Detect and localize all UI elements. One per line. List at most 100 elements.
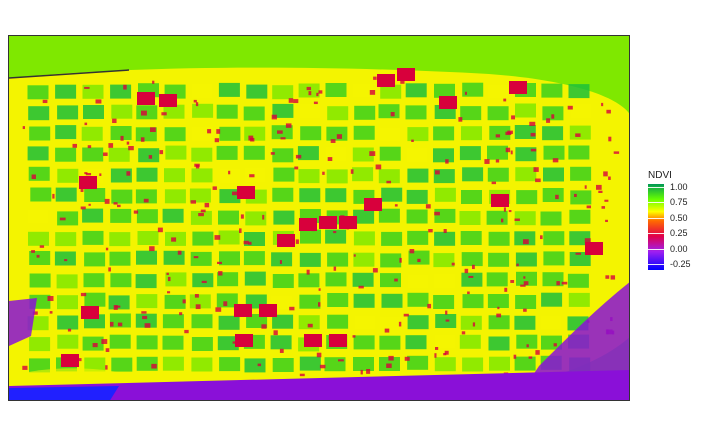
stress-speck (77, 358, 82, 362)
field-plot (352, 83, 374, 98)
field-plot (191, 357, 213, 372)
stress-speck (596, 184, 602, 190)
field-plot (162, 356, 184, 371)
stress-speck (289, 306, 295, 311)
stress-speck (458, 117, 463, 122)
field-plot (108, 147, 130, 162)
stress-speck (306, 269, 310, 275)
field-plot (216, 104, 238, 119)
stress-speck (535, 178, 541, 183)
stress-speck (308, 91, 312, 96)
field-plot (353, 293, 375, 308)
field-plot (353, 335, 375, 350)
field-plot (55, 232, 77, 247)
stressed-plot (159, 94, 177, 107)
field-plot (298, 315, 320, 330)
stress-speck (386, 180, 392, 184)
field-plot (540, 315, 562, 330)
stress-speck (142, 315, 148, 320)
field-plot (272, 274, 294, 288)
field-plot (434, 357, 456, 372)
stress-speck (242, 188, 249, 194)
field-plot (219, 251, 240, 266)
stress-speck (182, 299, 186, 304)
field-plot (111, 104, 133, 119)
stress-speck (133, 210, 139, 214)
stress-speck (194, 294, 199, 298)
stress-speck (223, 301, 228, 307)
field-plot (407, 292, 429, 307)
stress-speck (215, 307, 222, 312)
field-plot (407, 274, 429, 289)
field-plot (163, 104, 185, 119)
stress-speck (411, 139, 414, 142)
stress-speck (293, 99, 299, 104)
stress-speck (523, 281, 529, 286)
stress-speck (228, 170, 231, 175)
field-plot (381, 187, 403, 202)
stress-speck (32, 311, 38, 315)
stressed-plot (491, 194, 509, 207)
field-plot (569, 252, 591, 266)
stress-speck (394, 278, 398, 282)
stress-speck (404, 356, 410, 361)
field-plot (81, 126, 103, 141)
stress-speck (232, 341, 237, 344)
stress-speck (322, 171, 325, 175)
field-plot (516, 190, 538, 205)
stress-speck (85, 173, 92, 176)
stress-speck (313, 101, 318, 105)
field-plot (244, 126, 266, 141)
stress-speck (508, 210, 512, 213)
stressed-plot (304, 334, 322, 347)
stress-speck (194, 163, 200, 167)
stress-speck (319, 364, 326, 369)
field-plot (192, 231, 214, 246)
field-plot (462, 357, 484, 372)
field-plot (327, 293, 349, 307)
stress-speck (425, 204, 431, 209)
field-plot (191, 314, 213, 329)
stress-speck (311, 226, 316, 232)
stress-speck (277, 130, 283, 134)
field-plot (218, 315, 240, 330)
stress-speck (434, 353, 437, 358)
field-plot (515, 252, 537, 267)
stress-speck (204, 202, 210, 208)
stress-speck (601, 102, 604, 107)
field-plot (379, 127, 401, 142)
stress-speck (491, 181, 496, 185)
stress-speck (294, 166, 299, 170)
field-plot (459, 334, 481, 349)
field-plot (462, 167, 484, 182)
field-plot (162, 314, 184, 329)
field-plot (514, 315, 536, 330)
stress-speck (484, 159, 490, 164)
stress-speck (72, 143, 78, 148)
field-plot (136, 294, 158, 309)
stress-speck (218, 271, 223, 276)
stress-speck (516, 263, 519, 267)
legend-tick-label: -0.25 (670, 258, 691, 269)
field-plot (57, 168, 79, 183)
field-plot (434, 208, 456, 223)
field-plot (29, 358, 50, 373)
stress-speck (390, 112, 395, 117)
stress-speck (144, 323, 151, 328)
field-plot (542, 188, 564, 202)
stress-speck (435, 347, 439, 350)
field-plot (325, 229, 347, 244)
stress-speck (546, 118, 551, 123)
field-plot (461, 272, 483, 287)
stress-speck (113, 202, 118, 205)
field-plot (219, 169, 241, 183)
stressed-plot (339, 216, 357, 229)
field-plot (542, 106, 564, 121)
stress-speck (610, 275, 616, 280)
stress-speck (195, 304, 201, 310)
stress-speck (369, 90, 376, 95)
stress-speck (285, 123, 292, 128)
field-plot (192, 273, 214, 288)
stress-speck (373, 76, 377, 80)
field-plot (110, 273, 132, 288)
